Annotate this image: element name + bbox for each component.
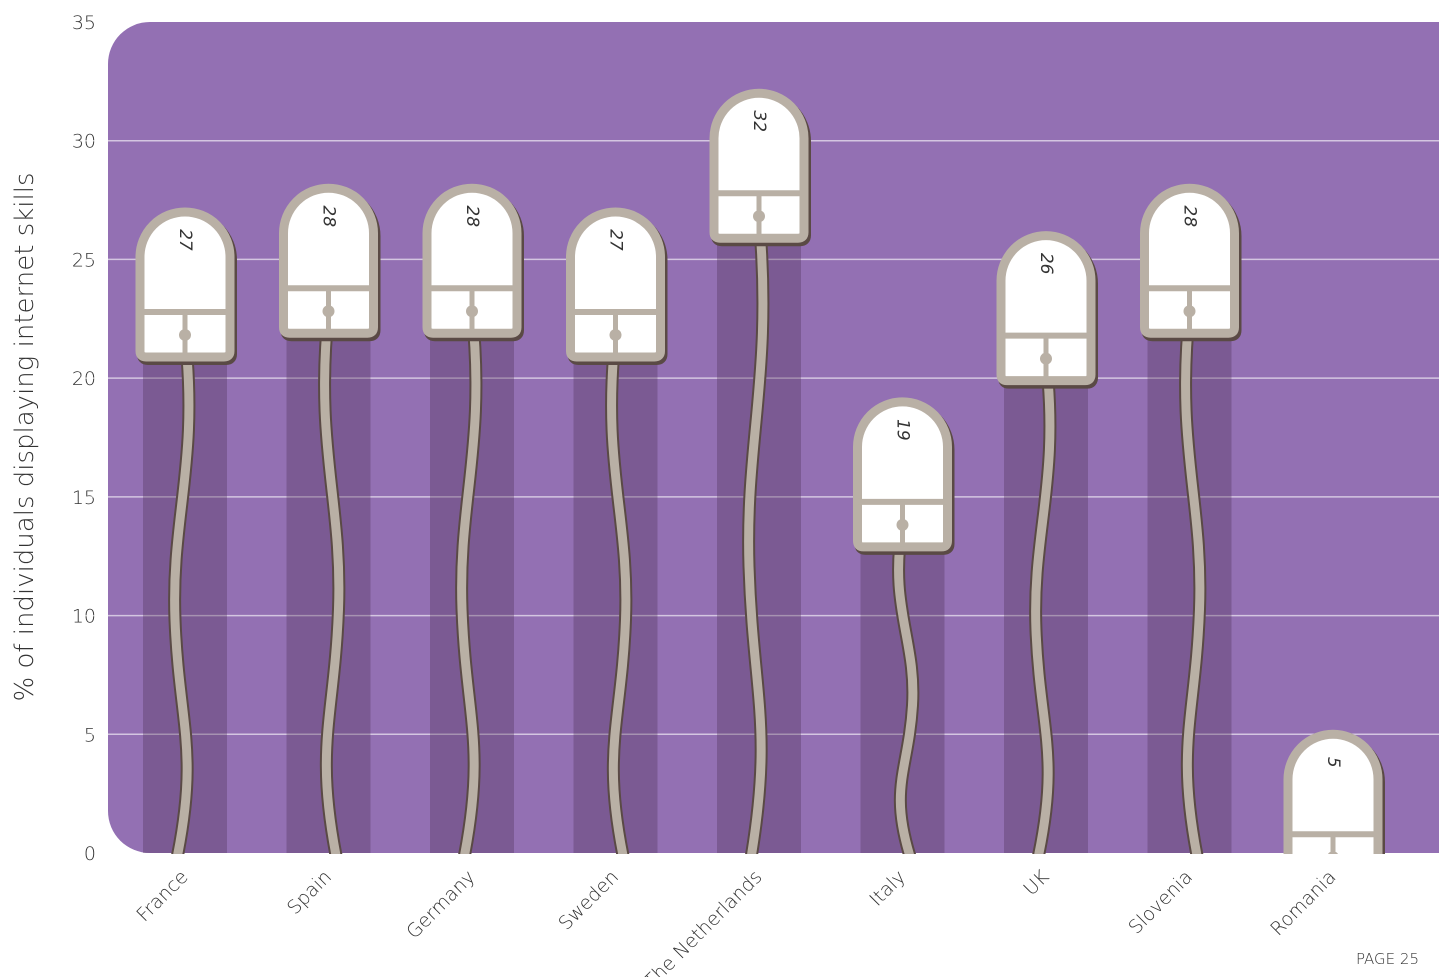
cable [607, 334, 631, 854]
x-tick-label: Spain [283, 866, 336, 919]
mouse-wheel [609, 328, 622, 341]
y-tick-label: 5 [84, 724, 96, 746]
y-tick-label: 35 [72, 12, 96, 34]
mouse-wheel [322, 305, 335, 318]
x-tick-label: The Netherlands [640, 866, 767, 977]
mouse-wheel [896, 518, 909, 531]
data-label: 5 [1323, 757, 1343, 768]
cable-outline [1316, 847, 1343, 854]
mouse-wheel [753, 210, 765, 223]
data-label: 28 [319, 205, 339, 227]
cable [1181, 310, 1205, 854]
mouse: 27 [566, 207, 668, 365]
y-tick-label: 25 [72, 249, 96, 271]
mouse: 26 [996, 231, 1098, 389]
mouse-body [135, 207, 235, 362]
mouse-body [422, 183, 522, 338]
x-tick-label: UK [1019, 866, 1054, 901]
data-label: 27 [606, 229, 626, 251]
data-label: 26 [1036, 253, 1056, 275]
mouse-wheel [1183, 305, 1196, 318]
mouse-wheel [466, 305, 478, 318]
page-number: PAGE 25 [1356, 950, 1419, 968]
plot: 27 28 28 27 32 19 26 28 5 [135, 88, 1385, 854]
mouse: 5 [1283, 729, 1385, 854]
data-label: 28 [462, 205, 482, 227]
mouse-wheel [1327, 851, 1339, 854]
mouse-body [709, 88, 809, 243]
y-tick-label: 10 [72, 606, 96, 628]
mouse-body [996, 231, 1096, 386]
mouse: 28 [422, 183, 524, 342]
data-label: 28 [1180, 205, 1200, 227]
x-tick-label: France [132, 866, 192, 926]
x-tick-label: Slovenia [1124, 866, 1197, 939]
mouse-body [1140, 183, 1239, 338]
cable [170, 334, 194, 854]
mouse-body [853, 397, 952, 552]
x-tick-label: Germany [402, 866, 479, 943]
mouse-body [1283, 729, 1383, 854]
mouse: 27 [135, 207, 237, 365]
x-tick-label: Italy [865, 866, 910, 911]
data-label: 19 [893, 419, 913, 441]
cable [457, 310, 481, 854]
cable [1318, 849, 1341, 854]
cable [894, 524, 918, 854]
data-label: 27 [175, 229, 195, 251]
cable [1031, 358, 1055, 854]
mouse-wheel [179, 328, 191, 341]
data-label: 32 [749, 110, 769, 132]
x-tick-label: Romania [1266, 866, 1340, 940]
cable [744, 215, 768, 854]
y-tick-label: 30 [72, 131, 96, 153]
cable [320, 310, 344, 854]
mouse-body [566, 207, 665, 362]
y-tick-label: 20 [72, 368, 96, 390]
x-tick-label: Sweden [554, 866, 623, 935]
mouse-body [279, 183, 378, 338]
mouse-wheel [1040, 352, 1052, 365]
mouse: 28 [279, 183, 381, 342]
y-tick-label: 0 [84, 843, 96, 865]
y-axis-label: % of individuals displaying internet ski… [10, 172, 40, 701]
mouse: 32 [709, 88, 811, 247]
mouse: 28 [1140, 183, 1242, 342]
mouse: 19 [853, 397, 955, 555]
y-tick-label: 15 [72, 487, 96, 509]
